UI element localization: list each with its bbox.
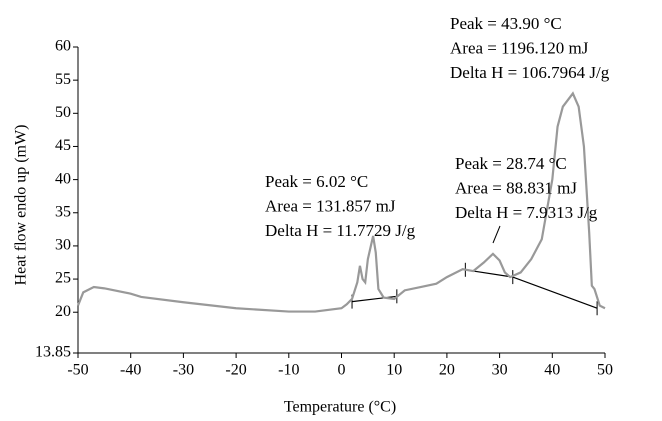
x-tick-label: -10 <box>278 362 299 379</box>
annotation: Peak = 28.74 °C <box>455 154 567 173</box>
annotation: Delta H = 106.7964 J/g <box>450 63 610 82</box>
heat-flow-line <box>76 91 606 313</box>
x-tick-label: 0 <box>338 362 346 379</box>
y-tick-label: 40 <box>55 170 71 187</box>
y-tick-label: 13.85 <box>35 344 71 361</box>
baseline <box>351 295 397 303</box>
y-tick-label: 55 <box>55 71 71 88</box>
annotation: Area = 88.831 mJ <box>455 178 577 197</box>
x-tick-label: -20 <box>225 362 246 379</box>
annotation: Area = 1196.120 mJ <box>450 38 589 57</box>
y-tick-label: 60 <box>55 38 71 55</box>
y-tick-label: 50 <box>55 104 71 121</box>
annotation: Peak = 43.90 °C <box>450 14 562 33</box>
x-tick-label: 50 <box>597 362 613 379</box>
y-tick-label: 25 <box>55 270 71 287</box>
annotation: Area = 131.857 mJ <box>265 196 396 215</box>
x-tick-label: 30 <box>492 362 508 379</box>
leader-line <box>492 225 501 244</box>
y-tick-label: 30 <box>55 237 71 254</box>
x-tick-label: -30 <box>173 362 194 379</box>
baseline <box>465 269 598 309</box>
y-tick-label: 20 <box>55 303 71 320</box>
y-axis-label: Heat flow endo up (mW) <box>13 125 30 286</box>
x-tick-label: 40 <box>544 362 560 379</box>
x-tick-label: 20 <box>439 362 455 379</box>
annotation: Peak = 6.02 °C <box>265 172 368 191</box>
x-tick-label: 10 <box>386 362 402 379</box>
y-tick-label: 45 <box>55 137 71 154</box>
annotation: Delta H = 11.7729 J/g <box>265 221 416 240</box>
x-tick-label: -40 <box>120 362 141 379</box>
y-tick-label: 35 <box>55 203 71 220</box>
x-tick-label: -50 <box>67 362 88 379</box>
x-axis-label: Temperature (°C) <box>284 399 396 416</box>
annotation: Delta H = 7.9313 J/g <box>455 203 598 222</box>
